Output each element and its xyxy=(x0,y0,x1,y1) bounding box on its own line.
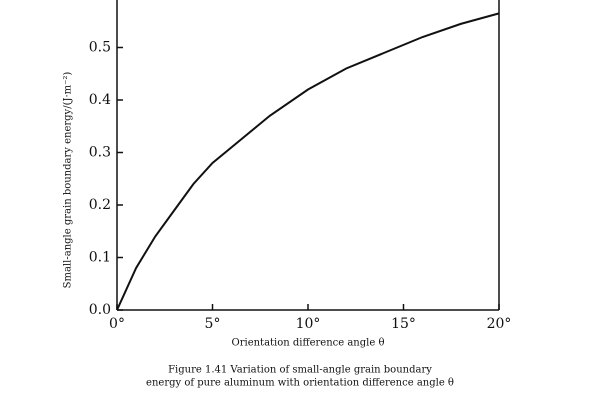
y-axis-label: Small-angle grain boundary energy/(J·m⁻²… xyxy=(63,72,74,289)
x-tick-label: 20° xyxy=(487,316,512,332)
y-tick-label: 0.6 xyxy=(89,0,111,3)
y-tick-label: 0.5 xyxy=(89,40,111,56)
y-tick-label: 0.0 xyxy=(89,302,111,318)
caption-line: Figure 1.41 Variation of small-angle gra… xyxy=(168,365,432,376)
x-tick-label: 15° xyxy=(391,316,416,332)
x-tick-label: 0° xyxy=(109,316,125,332)
y-tick-label: 0.3 xyxy=(89,145,111,161)
y-tick-label: 0.2 xyxy=(89,197,111,213)
y-tick-label: 0.1 xyxy=(89,250,111,266)
curve xyxy=(116,12,500,311)
y-tick-label: 0.4 xyxy=(89,92,111,108)
x-tick-label: 10° xyxy=(296,316,321,332)
x-tick-label: 5° xyxy=(205,316,221,332)
caption-line: energy of pure aluminum with orientation… xyxy=(146,378,454,389)
x-axis-label: Orientation difference angle θ xyxy=(232,338,385,349)
